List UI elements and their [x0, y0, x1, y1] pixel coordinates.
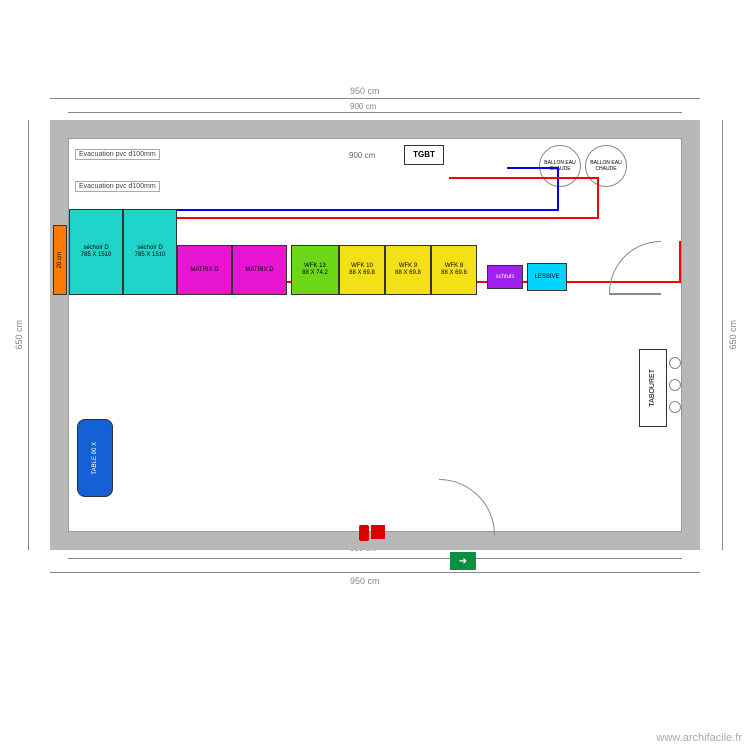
dim-line-right	[722, 120, 723, 550]
schtuls: schtuls	[487, 265, 523, 289]
dim-top-inner: 900 cm	[350, 102, 376, 111]
dim-line-top-inner	[68, 112, 682, 113]
schtuls-label: schtuls	[496, 274, 515, 281]
pipe-red-h1	[139, 217, 599, 219]
pump-label: 20 cm	[57, 252, 64, 268]
wfk-8-label: WFK 8 88 X 69.8	[441, 263, 467, 276]
balloon-2-label: BALLON EAU CHAUDE	[586, 160, 626, 172]
pipe-blue-v	[557, 167, 559, 211]
stool-3	[669, 401, 681, 413]
tgbt-box: TGBT	[404, 145, 444, 165]
matrix-1-label: MATRIX D	[190, 267, 218, 274]
dim-top-outer: 950 cm	[350, 86, 380, 96]
table: TABLE 90 X	[77, 419, 113, 497]
pipe-red-v2	[679, 241, 681, 283]
dim-bottom-outer: 950 cm	[350, 576, 380, 586]
stool-1	[669, 357, 681, 369]
tgbt-label: TGBT	[413, 151, 435, 160]
evac-label-1: Evacuation pvc d100mm	[75, 149, 160, 160]
sechoir-2-label: séchoir D 785 X 1510	[135, 245, 166, 258]
dim-line-top	[50, 98, 700, 99]
floorplan-canvas: 950 cm 950 cm 900 cm 900 cm 650 cm 650 c…	[50, 120, 700, 550]
wall-top	[50, 120, 700, 138]
evac-label-2: Evacuation pvc d100mm	[75, 181, 160, 192]
door-arc-bottom	[439, 479, 495, 535]
matrix-1: MATRIX D	[177, 245, 232, 295]
pump-block: 20 cm	[53, 225, 67, 295]
wall-left	[50, 120, 68, 550]
tabouret: TABOURET	[639, 349, 667, 427]
wfk-13-label: WFK 13 88 X 74.2	[302, 263, 328, 276]
balloon-1-label: BALLON EAU CHAUDE	[540, 160, 580, 172]
dim-left-outer: 650 cm	[14, 320, 24, 350]
table-label: TABLE 90 X	[92, 442, 99, 475]
wall-right	[682, 120, 700, 550]
wfk-9-label: WFK 9 88 X 69.8	[395, 263, 421, 276]
balloon-1: BALLON EAU CHAUDE	[539, 145, 581, 187]
dim-line-bottom	[50, 572, 700, 573]
dim-right-outer: 650 cm	[728, 320, 738, 350]
watermark: www.archifacile.fr	[656, 732, 742, 744]
pipe-red-h2	[449, 177, 599, 179]
sechoir-1: séchoir D 785 X 1510	[69, 209, 123, 295]
sechoir-1-label: séchoir D 785 X 1510	[81, 245, 112, 258]
wfk-13: WFK 13 88 X 74.2	[291, 245, 339, 295]
pipe-red-v1	[597, 177, 599, 219]
balloon-2: BALLON EAU CHAUDE	[585, 145, 627, 187]
exit-sign-icon: ➜	[450, 552, 476, 570]
stool-2	[669, 379, 681, 391]
dim-line-bottom-inner	[68, 558, 682, 559]
dim-top-inside: 900 cm	[349, 151, 375, 160]
wfk-9: WFK 9 88 X 69.8	[385, 245, 431, 295]
wfk-10: WFK 10 88 X 69.8	[339, 245, 385, 295]
door-leaf-mid	[609, 293, 661, 295]
room-interior: Evacuation pvc d100mm Evacuation pvc d10…	[68, 138, 682, 532]
wfk-8: WFK 8 88 X 69.8	[431, 245, 477, 295]
door-arc-mid	[609, 241, 661, 293]
fire-extinguisher-sign	[371, 525, 385, 539]
tabouret-label: TABOURET	[649, 369, 657, 407]
dim-line-left	[28, 120, 29, 550]
wfk-10-label: WFK 10 88 X 69.8	[349, 263, 375, 276]
matrix-2: MATRIX D	[232, 245, 287, 295]
exit-glyph: ➜	[459, 556, 467, 567]
sechoir-2: séchoir D 785 X 1510	[123, 209, 177, 295]
fire-extinguisher-icon	[359, 525, 369, 541]
matrix-2-label: MATRIX D	[245, 267, 273, 274]
pipe-blue-arc	[507, 167, 559, 169]
lessive-label: LESSIVE	[534, 274, 559, 281]
pipe-blue-h	[139, 209, 559, 211]
lessive: LESSIVE	[527, 263, 567, 291]
